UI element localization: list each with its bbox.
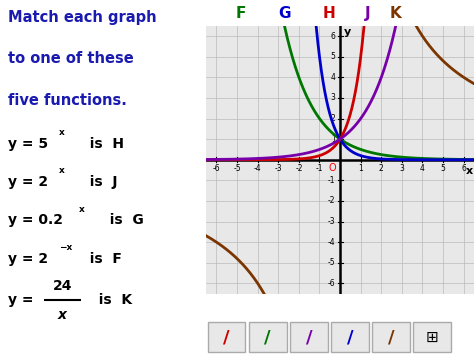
Text: y =: y = [9, 293, 39, 307]
Text: 5: 5 [331, 52, 336, 61]
Text: −x: −x [59, 243, 73, 252]
Text: x: x [79, 205, 85, 214]
Text: ⊞: ⊞ [426, 330, 438, 345]
Text: J: J [365, 6, 371, 21]
Text: H: H [322, 6, 335, 21]
Text: O: O [329, 163, 337, 173]
Text: 4: 4 [420, 164, 425, 173]
Text: -3: -3 [328, 217, 336, 226]
Text: x: x [59, 166, 65, 175]
Text: x: x [58, 308, 67, 322]
Bar [331, 322, 369, 352]
Text: five functions.: five functions. [9, 93, 128, 108]
Text: 5: 5 [441, 164, 446, 173]
Text: is  G: is G [100, 213, 144, 228]
Text: -3: -3 [274, 164, 282, 173]
Text: is  F: is F [80, 252, 122, 266]
Text: y: y [344, 27, 351, 37]
Text: -4: -4 [254, 164, 262, 173]
Text: y = 0.2: y = 0.2 [9, 213, 64, 228]
Text: /: / [388, 328, 394, 346]
Text: 6: 6 [331, 32, 336, 40]
Text: /: / [223, 328, 230, 346]
Text: /: / [306, 328, 312, 346]
Text: is  J: is J [80, 175, 118, 189]
Text: 24: 24 [53, 279, 72, 293]
Bar [372, 322, 410, 352]
Text: y = 5: y = 5 [9, 137, 48, 151]
Text: 4: 4 [331, 73, 336, 82]
Text: -6: -6 [328, 279, 336, 288]
Text: 3: 3 [331, 93, 336, 103]
Text: -5: -5 [328, 258, 336, 267]
Bar [249, 322, 286, 352]
Text: x: x [466, 166, 474, 176]
Text: y = 2: y = 2 [9, 252, 48, 266]
Text: -4: -4 [328, 237, 336, 247]
Text: 2: 2 [379, 164, 383, 173]
Bar [208, 322, 246, 352]
Text: -1: -1 [316, 164, 323, 173]
Text: -5: -5 [233, 164, 241, 173]
Bar [413, 322, 451, 352]
Text: F: F [236, 6, 246, 21]
Text: G: G [278, 6, 291, 21]
Text: is  K: is K [89, 293, 132, 307]
Text: -2: -2 [328, 196, 336, 206]
Text: to one of these: to one of these [9, 51, 134, 66]
Text: 1: 1 [358, 164, 363, 173]
Text: y = 2: y = 2 [9, 175, 48, 189]
Text: 3: 3 [400, 164, 404, 173]
Text: 6: 6 [461, 164, 466, 173]
Text: 2: 2 [331, 114, 336, 123]
Text: 1: 1 [331, 135, 336, 144]
Text: -2: -2 [295, 164, 302, 173]
Text: -1: -1 [328, 176, 336, 185]
Bar [290, 322, 328, 352]
Text: is  H: is H [80, 137, 124, 151]
Text: Match each graph: Match each graph [9, 10, 157, 24]
Text: /: / [264, 328, 271, 346]
Text: x: x [59, 128, 65, 137]
Text: -6: -6 [213, 164, 220, 173]
Text: /: / [346, 328, 353, 346]
Text: K: K [390, 6, 401, 21]
